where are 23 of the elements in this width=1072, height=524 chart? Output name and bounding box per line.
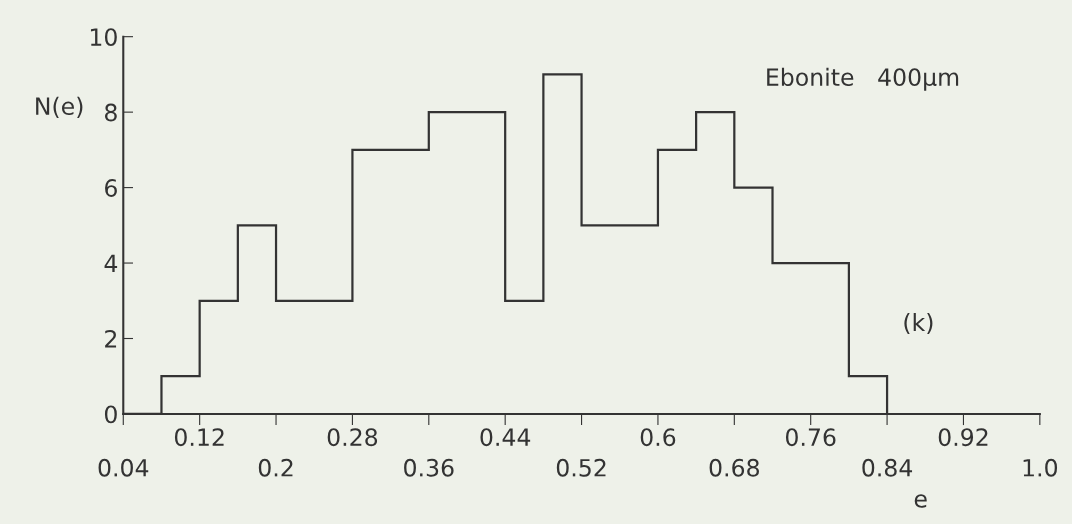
x2-tick-label: 0.92 xyxy=(938,428,988,447)
x-tick-label: 0.68 xyxy=(709,458,759,477)
x-tick-label: 1.0 xyxy=(1023,458,1058,477)
x-axis-title: e xyxy=(914,494,927,508)
x2-tick-label: 0.6 xyxy=(640,428,676,447)
x2-tick-label: 0.44 xyxy=(480,428,531,447)
y-tick-label: 0 xyxy=(104,405,117,424)
x2-tick-label: 0.76 xyxy=(785,428,836,447)
y-tick-label: 6 xyxy=(105,179,117,197)
x-tick-label: 0.84 xyxy=(862,458,913,477)
x-tick-label: 0.36 xyxy=(404,458,454,477)
x-tick-label: 0.2 xyxy=(258,458,293,477)
y-tick-label: 10 xyxy=(90,28,117,46)
x2-tick-label: 0.12 xyxy=(174,428,224,447)
x-tick-label: 0.52 xyxy=(556,458,606,477)
y-tick-label: 4 xyxy=(104,254,118,273)
annotation: Ebonite 400μm xyxy=(767,67,959,91)
y-tick-label: 8 xyxy=(105,103,117,122)
y-axis-title: N(e) xyxy=(36,96,83,118)
y-tick-label: 2 xyxy=(105,329,117,348)
x2-tick-label: 0.28 xyxy=(327,428,378,447)
annotation: (k) xyxy=(904,313,933,335)
x-tick-label: 0.04 xyxy=(98,458,149,477)
